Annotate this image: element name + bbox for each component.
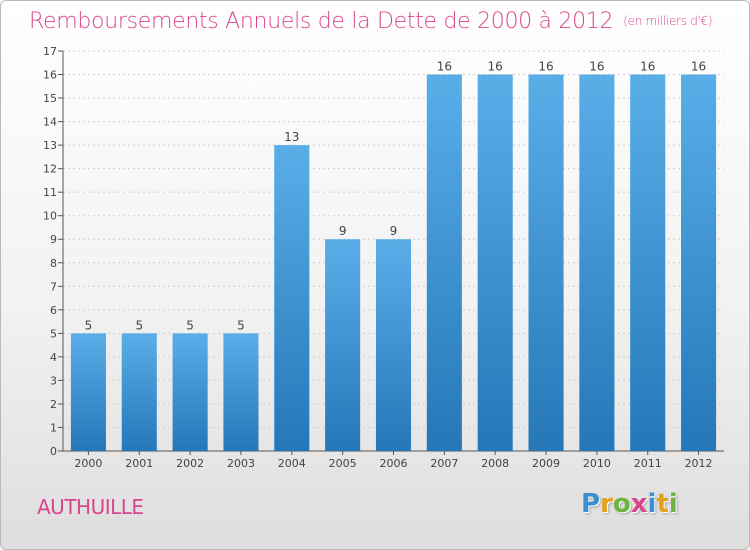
bar bbox=[630, 74, 666, 451]
y-tick-label: 10 bbox=[43, 210, 57, 223]
bar bbox=[223, 333, 259, 451]
commune-name: AUTHUILLE bbox=[37, 495, 144, 519]
bar bbox=[70, 333, 106, 451]
y-tick-label: 2 bbox=[50, 398, 57, 411]
x-tick-label: 2003 bbox=[227, 457, 255, 470]
y-tick-label: 3 bbox=[50, 374, 57, 387]
bar-value-label: 5 bbox=[135, 318, 143, 332]
bar bbox=[426, 74, 462, 451]
proxiti-logo: Proxiti bbox=[581, 489, 678, 519]
y-tick-label: 14 bbox=[43, 116, 57, 129]
y-tick-label: 15 bbox=[43, 92, 57, 105]
x-tick-label: 2001 bbox=[125, 457, 153, 470]
logo-letter: r bbox=[600, 489, 613, 519]
y-tick-label: 9 bbox=[50, 233, 57, 246]
bar-value-label: 16 bbox=[538, 60, 553, 74]
logo-letter: o bbox=[612, 489, 631, 519]
y-tick-label: 0 bbox=[50, 445, 57, 458]
y-tick-label: 11 bbox=[43, 186, 57, 199]
chart-title: Remboursements Annuels de la Dette de 20… bbox=[29, 9, 713, 34]
bar-value-label: 16 bbox=[437, 60, 452, 74]
labels: 0123456789101112131415161752000520015200… bbox=[43, 45, 713, 470]
y-tick-label: 6 bbox=[50, 304, 57, 317]
logo-letter: P bbox=[581, 489, 601, 519]
x-tick-label: 2008 bbox=[481, 457, 509, 470]
x-tick-label: 2000 bbox=[74, 457, 102, 470]
bar bbox=[325, 239, 361, 451]
bar bbox=[274, 145, 310, 451]
bar-value-label: 13 bbox=[284, 130, 299, 144]
bar bbox=[477, 74, 513, 451]
bar bbox=[375, 239, 412, 451]
logo-letter: t bbox=[656, 489, 669, 519]
x-tick-label: 2012 bbox=[685, 457, 713, 470]
y-tick-label: 1 bbox=[50, 421, 57, 434]
logo-letter: i bbox=[668, 489, 678, 519]
bar bbox=[172, 333, 208, 451]
unit-note: (en milliers d'€) bbox=[623, 14, 713, 28]
bar-value-label: 16 bbox=[488, 60, 503, 74]
bar-value-label: 9 bbox=[390, 224, 398, 238]
y-tick-label: 7 bbox=[50, 280, 57, 293]
x-tick-label: 2004 bbox=[278, 457, 306, 470]
bar-value-label: 5 bbox=[237, 318, 245, 332]
logo-letter: i bbox=[647, 489, 657, 519]
title-text: Remboursements Annuels de la Dette de 20… bbox=[29, 9, 614, 34]
y-tick-label: 4 bbox=[50, 351, 57, 364]
bars bbox=[70, 74, 717, 451]
y-tick-label: 13 bbox=[43, 139, 57, 152]
y-tick-label: 12 bbox=[43, 163, 57, 176]
y-tick-label: 5 bbox=[50, 327, 57, 340]
x-tick-label: 2007 bbox=[430, 457, 458, 470]
bar-value-label: 16 bbox=[589, 60, 604, 74]
bar-value-label: 16 bbox=[640, 60, 655, 74]
bar-value-label: 9 bbox=[339, 224, 347, 238]
bar-value-label: 5 bbox=[85, 318, 93, 332]
x-tick-label: 2002 bbox=[176, 457, 204, 470]
y-tick-label: 17 bbox=[43, 45, 57, 58]
bar bbox=[681, 74, 717, 451]
bar-value-label: 16 bbox=[691, 60, 706, 74]
x-tick-label: 2005 bbox=[329, 457, 357, 470]
bar-value-label: 5 bbox=[186, 318, 194, 332]
y-tick-label: 8 bbox=[50, 257, 57, 270]
x-tick-label: 2006 bbox=[380, 457, 408, 470]
bar bbox=[579, 74, 615, 451]
bar bbox=[528, 74, 564, 451]
x-tick-label: 2010 bbox=[583, 457, 611, 470]
y-tick-label: 16 bbox=[43, 69, 57, 82]
bar bbox=[121, 333, 157, 451]
x-tick-label: 2009 bbox=[532, 457, 560, 470]
x-tick-label: 2011 bbox=[634, 457, 662, 470]
logo-letter: x bbox=[630, 489, 648, 519]
